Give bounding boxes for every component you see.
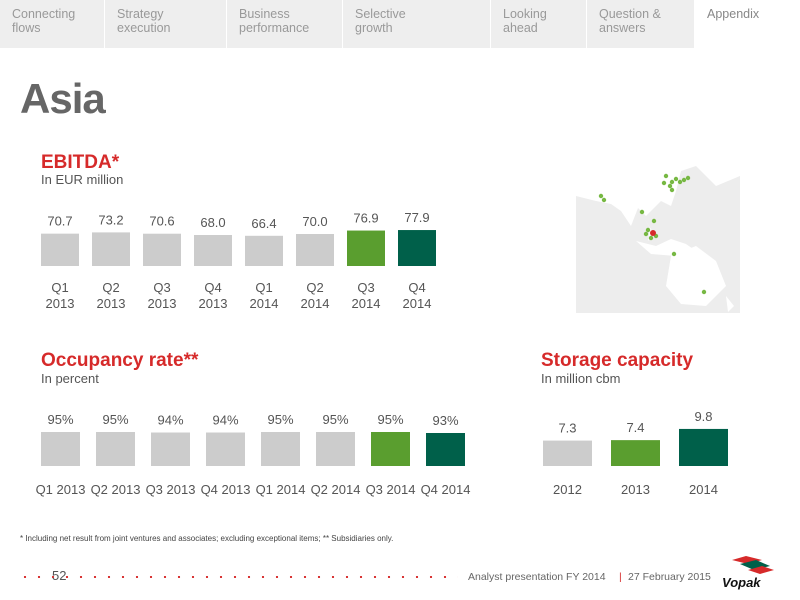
tick-label-0-0: Q1 (51, 280, 68, 295)
asia-map (576, 146, 740, 313)
terminal-markers (598, 173, 707, 295)
bar-label-2-2: 9.8 (694, 409, 712, 424)
tick-label-0-1: Q2 (102, 280, 119, 295)
tab-strategy[interactable]: Strategy execution (104, 0, 226, 48)
tick-label-0-7: Q4 (408, 280, 425, 295)
tick-label-0-6-year: 2014 (352, 296, 381, 311)
tab-appendix[interactable]: Appendix (694, 0, 800, 48)
tick-label-0-3: Q4 (204, 280, 221, 295)
tick-label-1-4: Q1 2014 (256, 482, 306, 497)
bar-1-5 (316, 432, 355, 466)
bar-0-1 (92, 232, 130, 266)
tick-label-1-5: Q2 2014 (311, 482, 361, 497)
bar-2-2 (679, 428, 728, 466)
bar-label-0-2: 70.6 (149, 214, 174, 229)
bar-2-1 (611, 440, 660, 466)
bar-label-0-1: 73.2 (98, 212, 123, 227)
bar-0-4 (245, 235, 283, 266)
bar-label-0-6: 76.9 (353, 211, 378, 226)
tab-looking[interactable]: Looking ahead (490, 0, 586, 48)
tick-label-0-7-year: 2014 (403, 296, 432, 311)
footer-presentation: Analyst presentation FY 2014 (468, 571, 606, 583)
bar-1-1 (96, 432, 135, 466)
tick-label-2-1: 2013 (621, 482, 650, 497)
tick-label-0-6: Q3 (357, 280, 374, 295)
tick-label-2-0: 2012 (553, 482, 582, 497)
tick-label-1-1: Q2 2013 (91, 482, 141, 497)
bar-label-0-0: 70.7 (47, 214, 72, 229)
bar-1-4 (261, 432, 300, 466)
occupancy-subtitle: In percent (41, 371, 99, 386)
bar-0-3 (194, 235, 232, 266)
bar-label-1-7: 93% (432, 413, 458, 428)
tab-question[interactable]: Question & answers (586, 0, 694, 48)
bar-1-7 (426, 433, 465, 466)
bar-label-2-0: 7.3 (558, 421, 576, 436)
bar-label-1-5: 95% (322, 412, 348, 427)
ebitda-title: EBITDA* (41, 152, 120, 173)
asia-map-graphic (576, 146, 740, 312)
tick-label-0-3-year: 2013 (199, 296, 228, 311)
tick-label-0-4: Q1 (255, 280, 272, 295)
bar-label-1-3: 94% (212, 413, 238, 428)
tick-label-2-2: 2014 (689, 482, 718, 497)
tick-label-1-3: Q4 2013 (201, 482, 251, 497)
bar-1-6 (371, 432, 410, 466)
bar-0-2 (143, 233, 181, 266)
tick-label-0-2: Q3 (153, 280, 170, 295)
bar-0-7 (398, 230, 436, 266)
bar-label-1-6: 95% (377, 412, 403, 427)
bar-label-1-1: 95% (102, 412, 128, 427)
tick-label-1-2: Q3 2013 (146, 482, 196, 497)
section-nav: Connecting flows Strategy execution Business… (0, 0, 800, 48)
bar-0-0 (41, 233, 79, 266)
footer-date: 27 February 2015 (628, 571, 711, 583)
tick-label-0-2-year: 2013 (148, 296, 177, 311)
bar-1-0 (41, 432, 80, 466)
bar-label-1-2: 94% (157, 413, 183, 428)
bar-label-1-0: 95% (47, 412, 73, 427)
bar-label-2-1: 7.4 (626, 420, 644, 435)
bar-1-3 (206, 432, 245, 466)
bar-0-6 (347, 230, 385, 266)
bar-0-5 (296, 234, 334, 266)
bar-label-0-5: 70.0 (302, 214, 327, 229)
bar-1-2 (151, 432, 190, 466)
bar-label-1-4: 95% (267, 412, 293, 427)
tick-label-1-6: Q3 2014 (366, 482, 416, 497)
footnote: * Including net result from joint ventur… (20, 534, 394, 543)
footer-dotted-line (18, 576, 458, 578)
storage-subtitle: In million cbm (541, 371, 621, 386)
tab-connecting[interactable]: Connecting flows (0, 0, 104, 48)
tick-label-0-5: Q2 (306, 280, 323, 295)
ebitda-subtitle: In EUR million (41, 172, 124, 187)
vopak-logo-icon (732, 556, 774, 574)
vopak-logo-text: Vopak (722, 575, 761, 590)
bar-label-0-3: 68.0 (200, 215, 225, 230)
footer-separator: | (619, 571, 622, 583)
tab-business[interactable]: Business performance (226, 0, 342, 48)
tab-selective[interactable]: Selective growth (342, 0, 490, 48)
bar-label-0-7: 77.9 (404, 210, 429, 225)
page-title: Asia (20, 75, 106, 122)
tick-label-0-1-year: 2013 (97, 296, 126, 311)
tick-label-1-7: Q4 2014 (421, 482, 471, 497)
tick-label-1-0: Q1 2013 (36, 482, 86, 497)
tick-label-0-0-year: 2013 (46, 296, 75, 311)
headquarters-marker (650, 230, 656, 236)
bar-label-0-4: 66.4 (251, 216, 276, 231)
tick-label-0-4-year: 2014 (250, 296, 279, 311)
tick-label-0-5-year: 2014 (301, 296, 330, 311)
bar-2-0 (543, 440, 592, 466)
storage-title: Storage capacity (541, 350, 694, 371)
occupancy-title: Occupancy rate** (41, 350, 199, 371)
page-number: 52 (52, 568, 67, 583)
